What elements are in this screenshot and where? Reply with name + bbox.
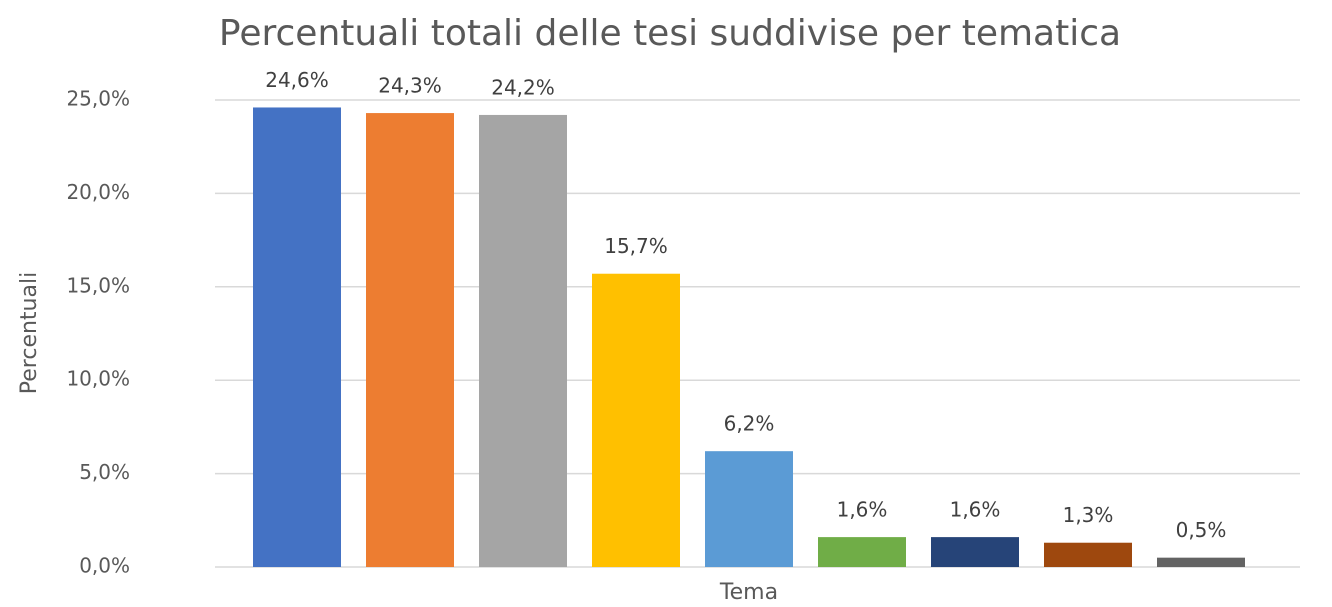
value-label: 0,5% <box>1176 518 1227 542</box>
value-label: 24,3% <box>378 74 442 98</box>
y-axis-title: Percentuali <box>17 272 42 394</box>
y-tick-label: 25,0% <box>66 87 130 111</box>
value-label: 24,6% <box>265 68 329 92</box>
value-label: 1,3% <box>1063 503 1114 527</box>
bar <box>1044 542 1132 567</box>
value-label: 24,2% <box>491 75 555 99</box>
value-label: 15,7% <box>604 234 668 258</box>
y-tick-label: 0,0% <box>79 554 130 578</box>
bar <box>366 113 454 568</box>
y-tick-label: 10,0% <box>66 367 130 391</box>
bar <box>253 107 341 568</box>
y-tick-label: 5,0% <box>79 460 130 484</box>
y-tick-label: 20,0% <box>66 180 130 204</box>
y-tick-label: 15,0% <box>66 273 130 297</box>
bar <box>592 273 680 567</box>
bar <box>705 451 793 567</box>
bar <box>818 537 906 567</box>
bar <box>479 114 567 567</box>
bar <box>931 537 1019 567</box>
chart-title: Percentuali totali delle tesi suddivise … <box>219 13 1121 54</box>
x-axis-title: Tema <box>719 580 778 605</box>
value-label: 1,6% <box>837 498 888 522</box>
value-label: 1,6% <box>950 498 1001 522</box>
bar <box>1157 557 1245 567</box>
value-label: 6,2% <box>724 412 775 436</box>
